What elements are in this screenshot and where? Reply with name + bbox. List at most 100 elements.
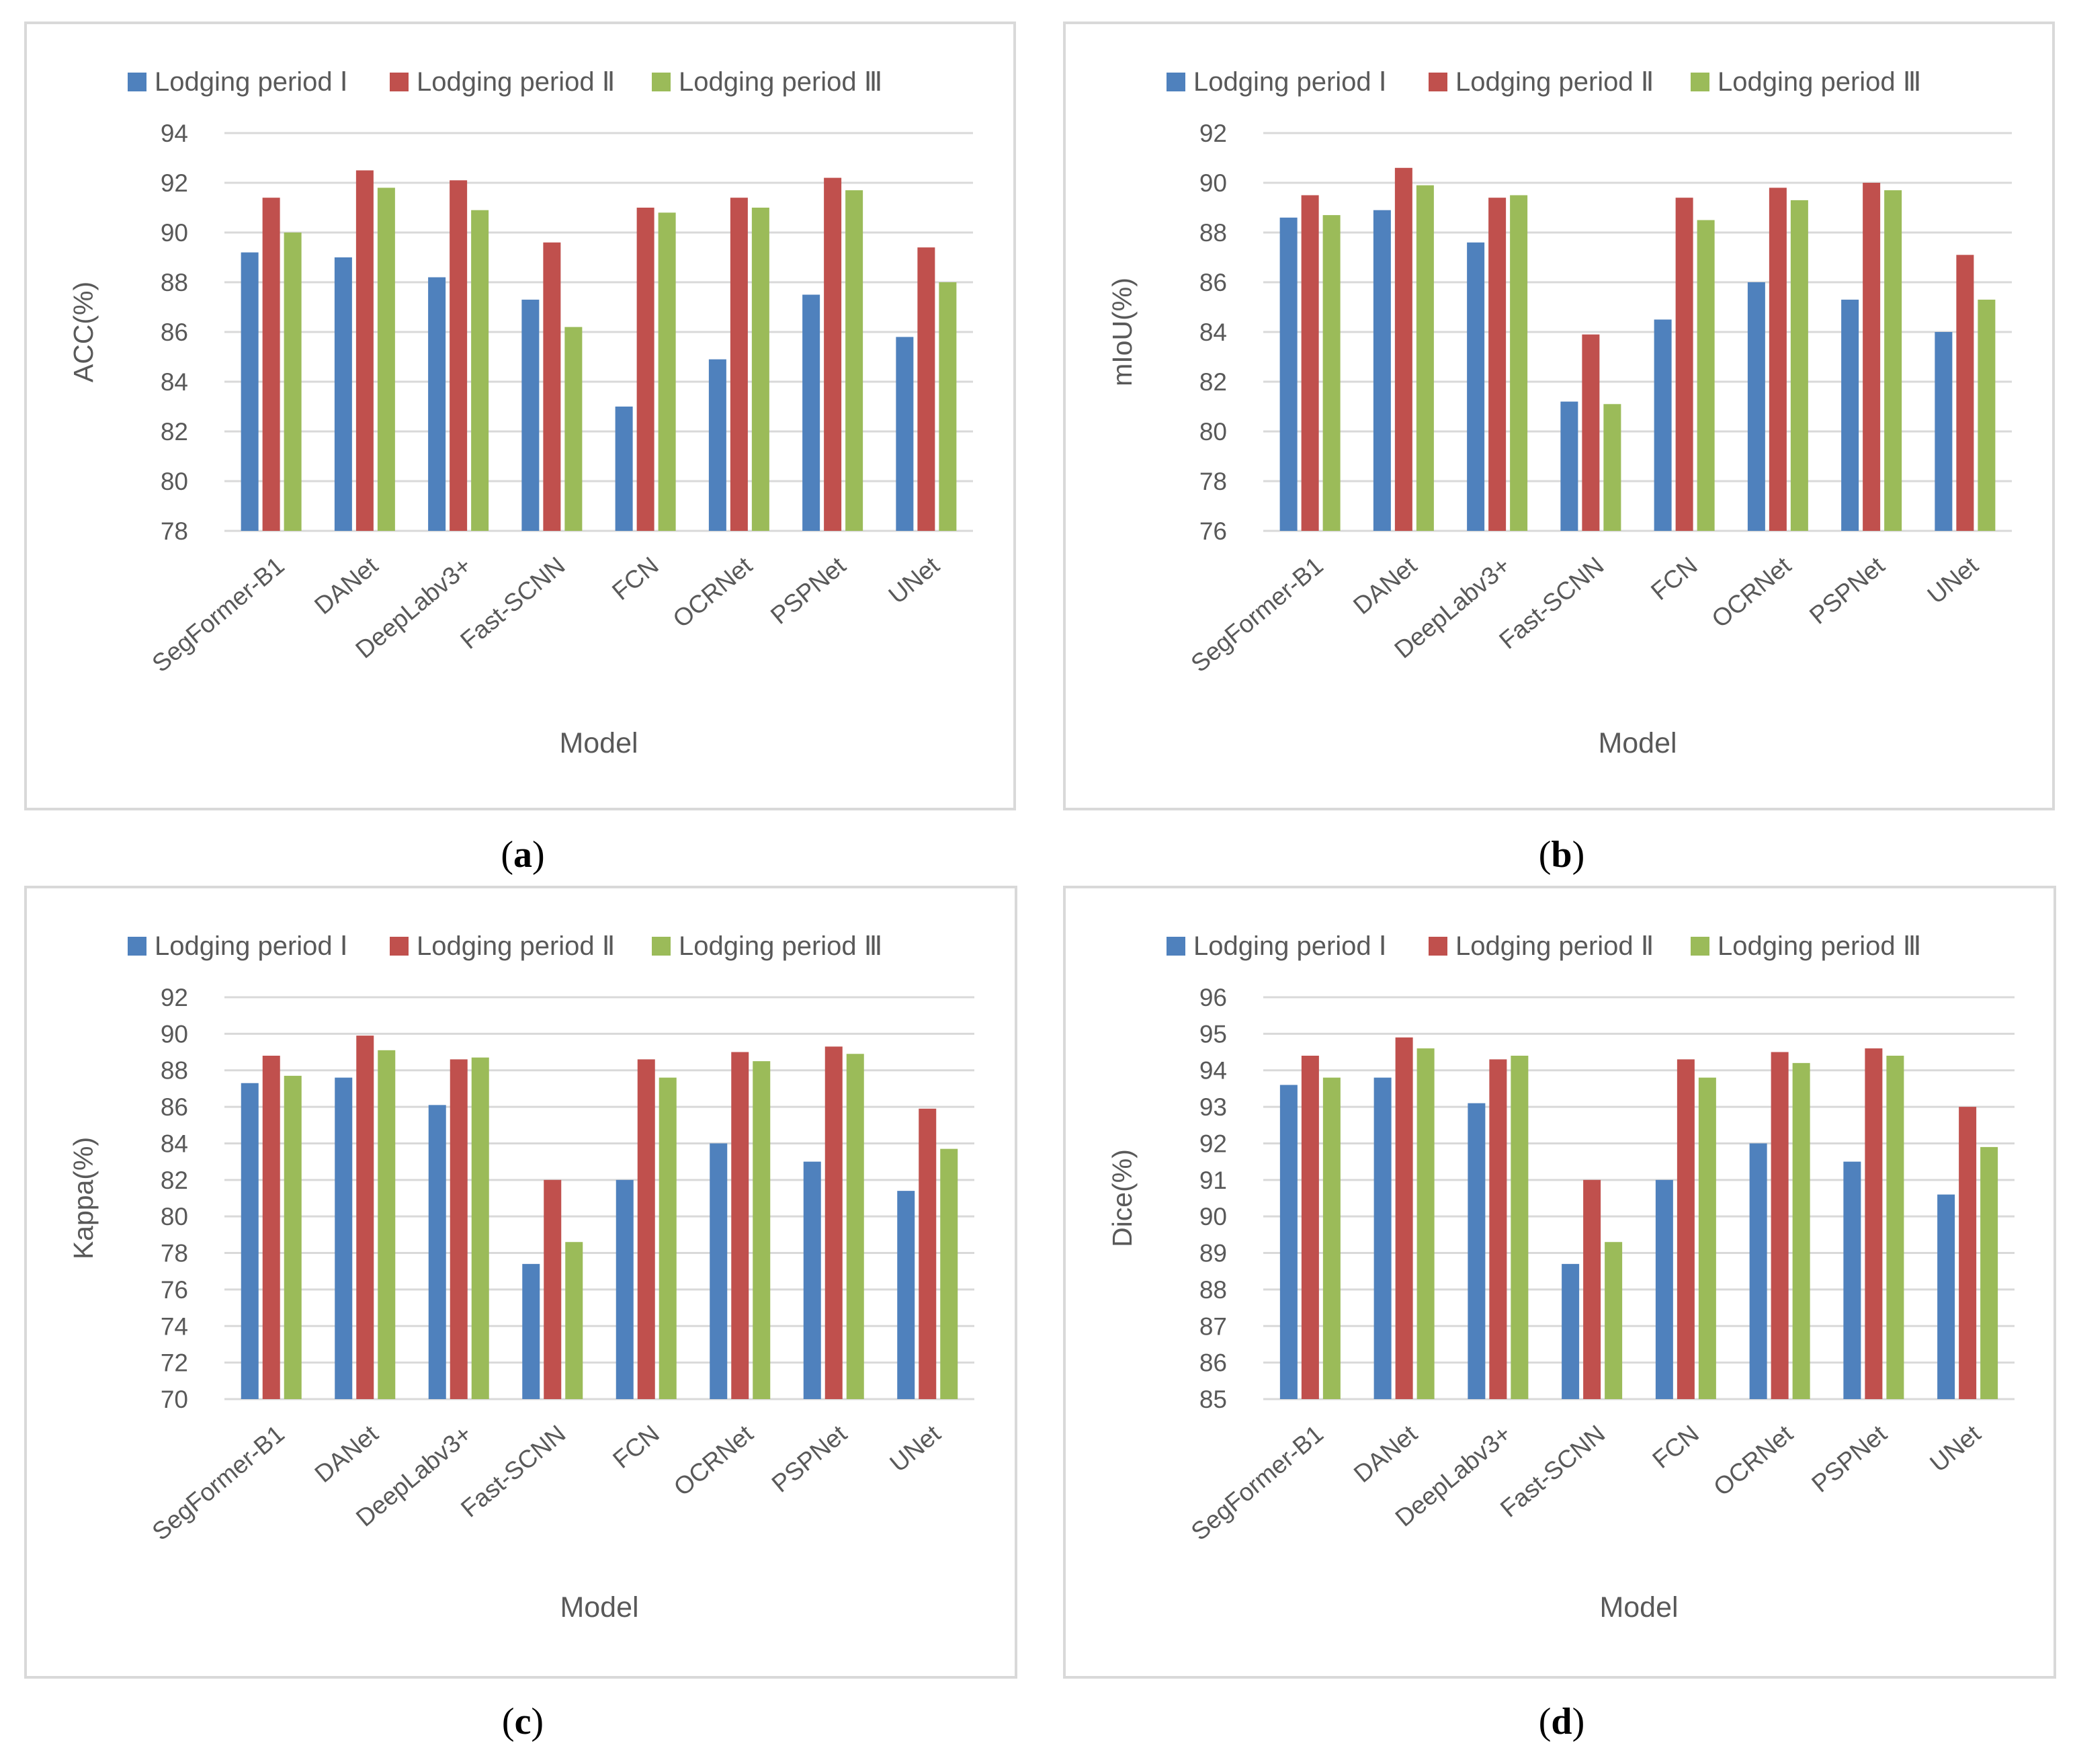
y-axis-label: Dice(%) — [1107, 1149, 1138, 1247]
legend-label: Lodging period Ⅱ — [417, 67, 615, 97]
bar-c-FCN-s3 — [659, 1077, 677, 1399]
bar-b-SegFormer-B1-s2 — [1301, 195, 1319, 531]
bar-b-DeepLabv3+-s2 — [1488, 198, 1507, 531]
bar-d-OCRNet-s1 — [1749, 1143, 1767, 1399]
bar-c-FCN-s1 — [616, 1179, 634, 1399]
legend-label: Lodging period Ⅰ — [1193, 931, 1387, 961]
bar-b-DANet-s2 — [1394, 167, 1412, 532]
bar-d-DANet-s3 — [1416, 1048, 1435, 1399]
bar-c-PSPNet-s1 — [803, 1161, 821, 1399]
y-tick-label: 84 — [161, 1130, 188, 1157]
legend-label: Lodging period Ⅲ — [679, 67, 882, 97]
panel-label: (b) — [1539, 834, 1584, 876]
bar-d-SegFormer-B1-s2 — [1301, 1055, 1319, 1399]
legend-label: Lodging period Ⅱ — [1455, 931, 1654, 961]
bar-d-PSPNet-s2 — [1865, 1048, 1883, 1399]
bar-b-UNet-s1 — [1935, 332, 1953, 531]
y-tick-label: 72 — [161, 1349, 188, 1377]
legend-swatch — [1429, 937, 1447, 956]
bar-d-FCN-s1 — [1655, 1179, 1673, 1399]
legend-label: Lodging period Ⅰ — [155, 67, 348, 97]
bar-b-UNet-s3 — [1978, 299, 1996, 531]
bar-a-DANet-s3 — [377, 187, 395, 531]
bar-d-DeepLabv3+-s2 — [1489, 1059, 1507, 1399]
bar-d-FCN-s3 — [1698, 1077, 1716, 1399]
bar-a-DeepLabv3+-s1 — [428, 277, 446, 531]
bar-c-FCN-s2 — [637, 1059, 655, 1399]
bar-a-FCN-s1 — [615, 407, 633, 531]
bar-c-PSPNet-s3 — [846, 1054, 864, 1399]
bar-a-Fast-SCNN-s2 — [543, 242, 561, 531]
bar-b-FCN-s3 — [1697, 220, 1715, 531]
bar-c-DANet-s3 — [378, 1050, 396, 1399]
bar-c-Fast-SCNN-s1 — [522, 1263, 540, 1399]
legend-swatch — [1691, 937, 1709, 956]
y-tick-label: 86 — [1199, 269, 1227, 296]
bar-b-DeepLabv3+-s1 — [1467, 242, 1485, 531]
bar-a-SegFormer-B1-s2 — [262, 198, 280, 531]
y-tick-label: 92 — [161, 169, 188, 197]
bar-b-OCRNet-s3 — [1790, 200, 1808, 531]
bar-c-DeepLabv3+-s1 — [428, 1105, 446, 1399]
y-tick-label: 80 — [161, 468, 188, 495]
y-tick-label: 82 — [161, 1167, 188, 1194]
bar-c-OCRNet-s2 — [731, 1052, 749, 1399]
bar-b-Fast-SCNN-s2 — [1582, 334, 1600, 531]
bar-b-SegFormer-B1-s1 — [1279, 217, 1298, 531]
bar-d-FCN-s2 — [1677, 1059, 1695, 1399]
y-axis-label: Kappa(%) — [68, 1137, 99, 1259]
bar-c-SegFormer-B1-s3 — [284, 1075, 302, 1399]
bar-d-Fast-SCNN-s2 — [1583, 1179, 1601, 1399]
bar-d-PSPNet-s3 — [1886, 1055, 1904, 1399]
x-axis-label: Model — [1598, 727, 1677, 759]
y-tick-label: 84 — [1199, 319, 1227, 346]
bar-b-FCN-s2 — [1675, 198, 1693, 531]
y-tick-label: 96 — [1199, 984, 1227, 1011]
legend-swatch — [1691, 73, 1709, 91]
bar-b-PSPNet-s2 — [1863, 183, 1881, 531]
bar-b-OCRNet-s2 — [1769, 187, 1787, 531]
y-tick-label: 87 — [1199, 1312, 1227, 1340]
legend-swatch — [652, 937, 671, 956]
bar-c-DeepLabv3+-s2 — [450, 1059, 468, 1399]
legend-label: Lodging period Ⅱ — [1455, 67, 1654, 97]
bar-b-UNet-s2 — [1956, 255, 1974, 531]
bar-c-DeepLabv3+-s3 — [471, 1057, 489, 1399]
y-tick-label: 90 — [1199, 169, 1227, 197]
bar-a-FCN-s2 — [636, 208, 654, 531]
bar-a-OCRNet-s3 — [751, 208, 769, 531]
legend-label: Lodging period Ⅰ — [155, 931, 348, 961]
legend-label: Lodging period Ⅲ — [1718, 67, 1921, 97]
y-tick-label: 90 — [1199, 1203, 1227, 1230]
y-tick-label: 76 — [161, 1276, 188, 1304]
bar-c-UNet-s2 — [919, 1108, 937, 1399]
y-tick-label: 94 — [1199, 1057, 1227, 1085]
y-tick-label: 74 — [161, 1312, 188, 1340]
legend-swatch — [128, 73, 146, 91]
y-tick-label: 80 — [1199, 418, 1227, 446]
panel-label: (c) — [502, 1701, 544, 1742]
bar-a-Fast-SCNN-s3 — [564, 327, 583, 531]
legend-swatch — [1167, 73, 1185, 91]
y-tick-label: 88 — [161, 269, 188, 296]
bar-d-Fast-SCNN-s3 — [1605, 1242, 1623, 1399]
bar-d-DeepLabv3+-s1 — [1468, 1103, 1486, 1399]
bar-d-DANet-s2 — [1395, 1037, 1413, 1399]
bar-d-UNet-s2 — [1959, 1107, 1977, 1399]
bar-d-PSPNet-s1 — [1843, 1161, 1861, 1399]
bar-a-UNet-s1 — [896, 337, 914, 531]
bar-c-DANet-s2 — [356, 1036, 374, 1399]
y-tick-label: 94 — [161, 120, 188, 147]
y-tick-label: 80 — [161, 1203, 188, 1230]
bar-a-Fast-SCNN-s1 — [521, 299, 540, 531]
y-tick-label: 82 — [161, 418, 188, 446]
y-tick-label: 86 — [161, 1093, 188, 1121]
legend: Lodging period Ⅰ Lodging period Ⅱ Lodging … — [128, 67, 882, 97]
legend-swatch — [652, 73, 671, 91]
bar-a-DeepLabv3+-s3 — [471, 210, 489, 531]
y-tick-label: 84 — [161, 368, 188, 396]
bar-d-OCRNet-s3 — [1792, 1062, 1810, 1399]
legend-swatch — [1167, 937, 1185, 956]
